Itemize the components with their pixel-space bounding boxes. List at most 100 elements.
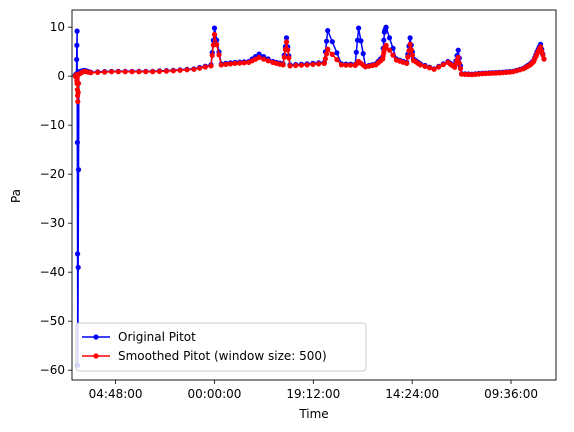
data-point (361, 51, 366, 56)
data-point (284, 39, 289, 44)
y-tick-label: −60 (40, 363, 65, 377)
data-point (123, 69, 128, 74)
data-point (210, 53, 215, 58)
data-point (322, 61, 327, 66)
data-point (261, 57, 266, 62)
y-tick-label: −20 (40, 167, 65, 181)
data-point (75, 29, 80, 34)
data-point (356, 26, 361, 31)
data-point (76, 265, 81, 270)
data-point (353, 63, 358, 68)
y-tick-label: 0 (57, 69, 65, 83)
data-point (324, 51, 329, 56)
x-axis-label: Time (298, 407, 328, 421)
data-point (299, 63, 304, 68)
data-point (334, 50, 339, 55)
y-axis-label: Pa (9, 189, 23, 203)
legend-swatch-marker (93, 334, 98, 339)
data-point (316, 61, 321, 66)
data-point (203, 64, 208, 69)
data-point (334, 57, 339, 62)
data-point (405, 54, 410, 59)
legend: Original Pitot Smoothed Pitot (window siz… (76, 323, 366, 371)
data-point (458, 66, 463, 71)
series-line-1 (75, 35, 544, 102)
data-point (208, 63, 213, 68)
data-point (232, 61, 237, 66)
data-point (355, 38, 360, 43)
data-point (184, 67, 189, 72)
data-point (74, 43, 79, 48)
data-point (305, 62, 310, 67)
data-point (330, 52, 335, 57)
data-point (223, 62, 228, 67)
data-point (339, 62, 344, 67)
data-point (164, 69, 169, 74)
data-point (354, 50, 359, 55)
data-point (191, 67, 196, 72)
x-tick-label: 00:00:00 (188, 387, 242, 401)
data-point (219, 62, 224, 67)
data-point (216, 52, 221, 57)
x-tick-label: 09:36:00 (484, 387, 538, 401)
data-point (246, 60, 251, 65)
data-point (330, 39, 335, 44)
x-tick-label: 14:24:00 (385, 387, 439, 401)
data-point (325, 47, 330, 52)
data-point (242, 60, 247, 65)
data-point (178, 68, 183, 73)
data-point (410, 53, 415, 58)
data-point (394, 57, 399, 62)
data-point (286, 55, 291, 60)
data-point (325, 28, 330, 33)
y-tick-label: −10 (40, 118, 65, 132)
data-point (171, 68, 176, 73)
plot-data (73, 25, 547, 368)
data-point (143, 69, 148, 74)
data-point (436, 64, 441, 69)
data-point (266, 58, 271, 63)
data-point (408, 35, 413, 40)
data-point (408, 42, 413, 47)
x-tick-label: 04:48:00 (89, 387, 143, 401)
data-point (287, 63, 292, 68)
legend-entry-label: Smoothed Pitot (window size: 500) (118, 349, 327, 363)
data-point (270, 60, 275, 65)
y-tick-label: 10 (50, 20, 65, 34)
data-point (282, 55, 287, 60)
x-axis: 09:36:00 14:24:00 19:12:00 00:00:00 04:48:00 (89, 380, 538, 401)
data-point (102, 70, 107, 75)
data-point (95, 70, 100, 75)
series-line-0 (75, 27, 544, 365)
data-point (75, 93, 80, 98)
data-point (75, 87, 80, 92)
data-point (237, 61, 242, 66)
data-point (445, 60, 450, 65)
data-point (116, 69, 121, 74)
data-point (75, 99, 80, 104)
data-point (456, 48, 461, 53)
data-point (75, 251, 80, 256)
y-tick-label: −50 (40, 314, 65, 328)
data-point (387, 48, 392, 53)
data-point (211, 42, 216, 47)
legend-swatch-marker (93, 353, 98, 358)
data-point (283, 47, 288, 52)
y-tick-label: −40 (40, 265, 65, 279)
data-point (293, 63, 298, 68)
data-point (310, 62, 315, 67)
data-point (228, 61, 233, 66)
data-point (74, 57, 79, 62)
data-point (324, 39, 329, 44)
y-tick-label: −30 (40, 216, 65, 230)
data-point (157, 69, 162, 74)
data-point (323, 56, 328, 61)
x-tick-label: 19:12:00 (286, 387, 340, 401)
data-point (212, 32, 217, 37)
data-point (381, 38, 386, 43)
data-point (422, 64, 427, 69)
data-point (343, 63, 348, 68)
data-point (406, 48, 411, 53)
data-point (75, 140, 80, 145)
